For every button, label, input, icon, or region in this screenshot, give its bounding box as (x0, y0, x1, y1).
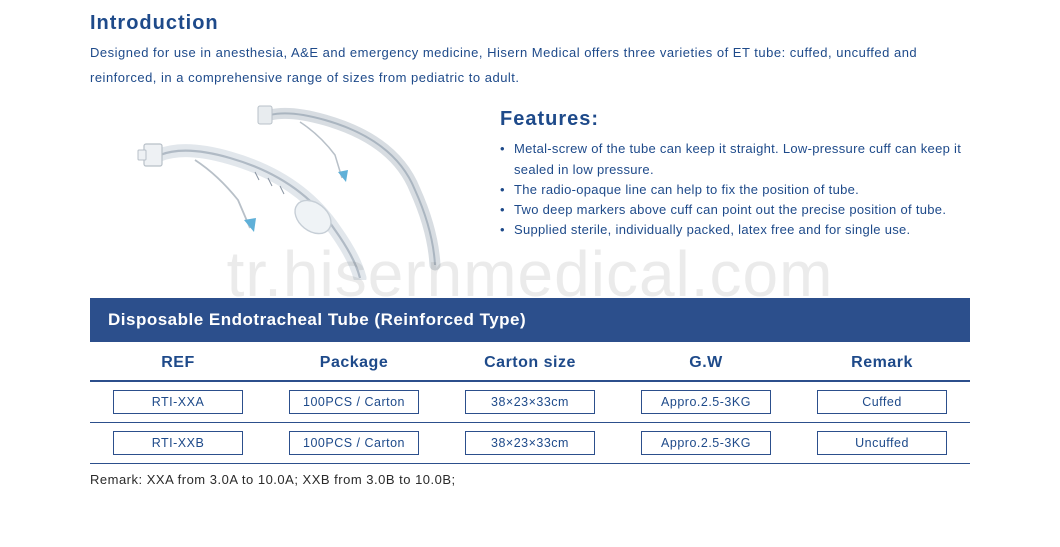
remark-note: Remark: XXA from 3.0A to 10.0A; XXB from… (90, 472, 970, 487)
cell-gw: Appro.2.5-3KG (641, 431, 771, 455)
feature-item: Supplied sterile, individually packed, l… (500, 220, 970, 240)
table-row: RTI-XXA 100PCS / Carton 38×23×33cm Appro… (90, 381, 970, 423)
col-carton: Carton size (442, 342, 618, 381)
cell-carton: 38×23×33cm (465, 390, 595, 414)
cell-ref: RTI-XXB (113, 431, 243, 455)
cell-package: 100PCS / Carton (289, 390, 419, 414)
feature-item: The radio-opaque line can help to fix th… (500, 180, 970, 200)
col-remark: Remark (794, 342, 970, 381)
features-list: Metal-screw of the tube can keep it stra… (500, 139, 970, 240)
cell-remark: Cuffed (817, 390, 947, 414)
cell-package: 100PCS / Carton (289, 431, 419, 455)
intro-heading: Introduction (90, 12, 970, 35)
feature-item: Metal-screw of the tube can keep it stra… (500, 139, 970, 179)
cell-gw: Appro.2.5-3KG (641, 390, 771, 414)
cell-remark: Uncuffed (817, 431, 947, 455)
table-title: Disposable Endotracheal Tube (Reinforced… (90, 298, 970, 342)
product-image (90, 100, 470, 280)
tube-illustration (90, 100, 470, 280)
spec-table: REF Package Carton size G.W Remark RTI-X… (90, 342, 970, 464)
col-package: Package (266, 342, 442, 381)
features-column: Features: Metal-screw of the tube can ke… (500, 100, 970, 280)
feature-item: Two deep markers above cuff can point ou… (500, 200, 970, 220)
cell-ref: RTI-XXA (113, 390, 243, 414)
table-row: RTI-XXB 100PCS / Carton 38×23×33cm Appro… (90, 423, 970, 464)
intro-text: Designed for use in anesthesia, A&E and … (90, 41, 970, 90)
features-heading: Features: (500, 108, 970, 131)
col-ref: REF (90, 342, 266, 381)
col-gw: G.W (618, 342, 794, 381)
cell-carton: 38×23×33cm (465, 431, 595, 455)
table-header-row: REF Package Carton size G.W Remark (90, 342, 970, 381)
content-row: Features: Metal-screw of the tube can ke… (90, 100, 970, 280)
